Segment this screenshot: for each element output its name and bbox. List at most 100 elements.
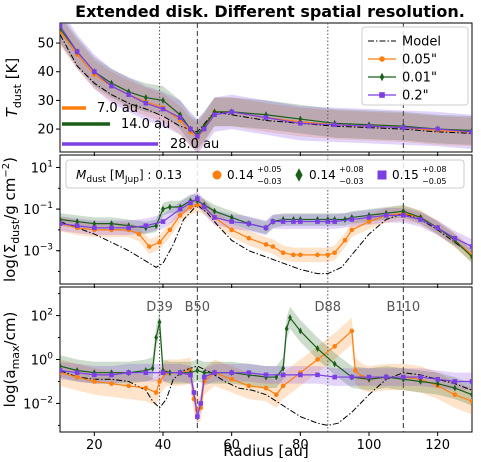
data-point xyxy=(349,328,355,334)
data-point xyxy=(263,385,269,391)
data-point xyxy=(168,203,172,211)
data-point xyxy=(332,344,337,349)
legend-item-model: Model xyxy=(368,35,441,50)
data-point xyxy=(288,314,292,322)
data-point xyxy=(435,126,440,132)
data-point xyxy=(246,221,252,226)
data-point xyxy=(291,252,296,258)
mass-legend-item: 0.14 +0.08 −0.03 xyxy=(295,165,364,186)
data-point xyxy=(92,225,97,231)
grain-size-panel: 102 100 10−2 20 40 60 80 100 120 log(amax/cm) D39 B… xyxy=(1,286,473,453)
temperature-panel: 20 30 40 50 Tdust [K] Model 0.05" 0.01" 0.2" 7.0 … xyxy=(3,22,473,156)
data-point xyxy=(229,219,234,224)
data-point xyxy=(143,385,149,391)
legend-box xyxy=(361,26,469,106)
mass-value: 0.14 xyxy=(309,168,336,182)
data-point xyxy=(60,23,63,29)
data-point xyxy=(160,370,166,375)
data-point xyxy=(109,372,114,378)
beam-size-label: 14.0 au xyxy=(121,117,170,132)
data-point xyxy=(401,213,406,218)
data-point xyxy=(92,220,97,228)
data-point xyxy=(470,391,472,399)
data-point xyxy=(401,207,406,215)
plot-area xyxy=(60,306,472,426)
y-tick-label: 20 xyxy=(37,123,54,138)
data-point xyxy=(126,92,131,97)
data-point xyxy=(366,215,372,220)
data-point xyxy=(383,213,389,218)
data-point xyxy=(157,318,162,326)
model-line xyxy=(60,365,472,426)
data-point xyxy=(229,376,234,382)
x-axis-label: Radius [au] xyxy=(223,442,308,460)
data-point xyxy=(401,374,406,380)
data-point xyxy=(452,379,458,384)
series-line-02-arcsec xyxy=(60,25,472,138)
mass-legend-box xyxy=(65,159,465,189)
data-point xyxy=(274,392,279,397)
data-point xyxy=(291,219,296,224)
data-point xyxy=(270,219,276,224)
data-point xyxy=(153,390,159,395)
mass-marker xyxy=(377,170,387,180)
data-point xyxy=(342,238,348,243)
data-point xyxy=(284,325,289,333)
series-line-02-arcsec xyxy=(60,197,472,248)
data-point xyxy=(212,207,217,215)
data-point xyxy=(195,414,200,419)
plot-area xyxy=(60,191,472,275)
data-point xyxy=(263,242,269,247)
y-tick-label: 102 xyxy=(31,308,53,325)
data-point xyxy=(177,115,183,120)
data-point xyxy=(212,370,217,375)
data-point xyxy=(349,374,355,380)
data-point xyxy=(92,69,97,75)
data-point xyxy=(161,205,165,213)
data-point xyxy=(195,367,200,374)
chart-title: Extended disk. Different spatial resolut… xyxy=(75,2,465,21)
uncertainty-band-005-arcsec xyxy=(60,197,472,263)
mass-value: 0.15 xyxy=(392,168,419,182)
data-point xyxy=(160,219,166,224)
data-point xyxy=(195,133,200,139)
data-point xyxy=(157,240,162,245)
data-point xyxy=(154,334,158,341)
data-point xyxy=(325,252,331,258)
data-point xyxy=(352,368,358,373)
data-point xyxy=(332,122,337,128)
uncertainty-band-02-arcsec xyxy=(60,23,472,152)
data-point xyxy=(280,219,286,224)
y-axis-label: log(amax/cm) xyxy=(1,312,22,408)
data-point xyxy=(188,372,193,378)
data-point xyxy=(195,202,200,208)
data-point xyxy=(298,219,303,224)
data-point xyxy=(143,370,149,375)
data-point xyxy=(157,379,162,384)
mass-marker xyxy=(295,168,303,182)
data-point xyxy=(470,253,472,261)
uncertainty-band-001-arcsec xyxy=(60,23,472,150)
data-point xyxy=(383,374,389,380)
data-point xyxy=(198,401,204,406)
data-point xyxy=(74,223,80,229)
data-point xyxy=(263,225,269,231)
data-point xyxy=(150,364,155,372)
data-point xyxy=(177,206,183,212)
data-point xyxy=(469,129,472,135)
mass-lower-error: −0.03 xyxy=(257,177,282,186)
data-point xyxy=(126,370,131,375)
legend-item-001-arcsec: 0.01" xyxy=(368,71,437,86)
data-point xyxy=(298,327,303,335)
data-point xyxy=(315,219,320,224)
data-point xyxy=(452,235,458,241)
data-point xyxy=(366,219,372,224)
data-point xyxy=(418,374,423,380)
y-axis-label: Tdust [K] xyxy=(3,58,24,117)
data-point xyxy=(229,370,234,375)
y-tick-label: 101 xyxy=(31,159,53,176)
data-point xyxy=(126,383,131,389)
x-tick-label: 20 xyxy=(86,438,103,453)
data-point xyxy=(60,362,62,370)
